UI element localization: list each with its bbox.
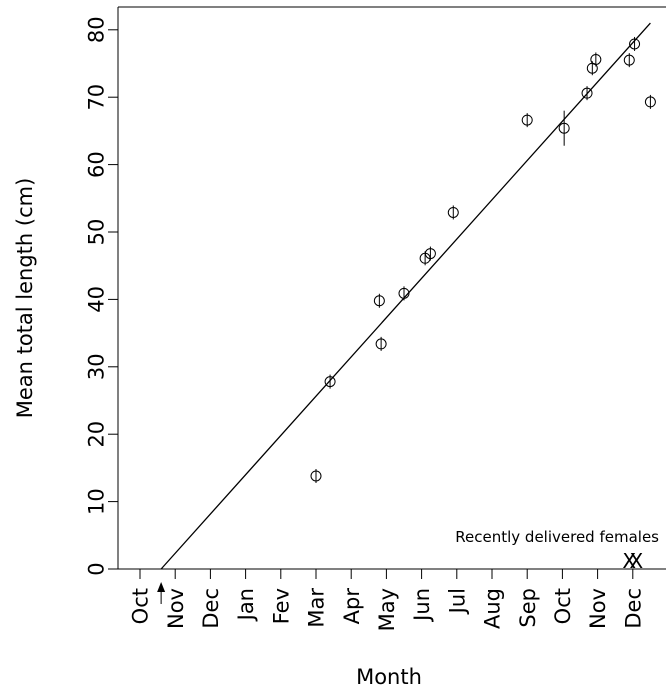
delivered-female-mark: X [629, 549, 643, 573]
data-point [373, 295, 385, 307]
x-tick-label: Nov [586, 588, 610, 629]
data-point [521, 114, 533, 126]
x-tick-label: Dec [199, 588, 223, 629]
x-tick-label: Jun [410, 588, 434, 623]
x-tick-label: Mar [305, 588, 329, 628]
x-tick-label: Nov [164, 588, 188, 629]
x-tick-label: Dec [621, 588, 645, 629]
y-tick-label: 50 [85, 219, 109, 246]
points-layer [310, 36, 656, 483]
data-point [424, 248, 436, 260]
y-tick-label: 0 [85, 562, 109, 575]
data-point [558, 122, 570, 134]
extras-layer: XX [622, 549, 643, 573]
y-tick-label: 80 [85, 16, 109, 43]
x-tick-label: Fev [269, 588, 293, 624]
data-point [581, 87, 593, 99]
y-tick-label: 30 [85, 353, 109, 380]
data-point [644, 96, 656, 108]
data-point [447, 206, 459, 218]
data-point [398, 287, 410, 299]
y-tick-label: 60 [85, 151, 109, 178]
x-tick-label: Jul [445, 588, 469, 615]
delivered-female-mark: X [622, 549, 636, 573]
x-tick-label: Oct [551, 588, 575, 624]
data-point [375, 338, 387, 350]
data-point [590, 53, 602, 65]
x-axis: Oct Nov Dec Jan Fev Mar Apr May Jun Jul Aug Sep Oct N… [129, 569, 645, 631]
data-point [324, 376, 336, 388]
y-tick-label: 20 [85, 421, 109, 448]
x-tick-label: Apr [340, 588, 364, 625]
data-point [623, 54, 635, 66]
recently-delivered-annotation: Recently delivered females [455, 528, 659, 546]
x-axis-title: Month [356, 665, 422, 689]
fit-layer [157, 22, 651, 604]
plot-frame [117, 6, 666, 570]
y-tick-label: 10 [85, 488, 109, 515]
fit-line [160, 22, 651, 570]
x-tick-label: Sep [516, 588, 540, 628]
y-axis-title: Mean total length (cm) [13, 178, 37, 419]
x-tick-label: Oct [129, 588, 153, 624]
data-point [629, 38, 641, 50]
y-tick-label: 40 [85, 286, 109, 313]
x-tick-label: Aug [481, 588, 505, 629]
x-tick-label: Jan [234, 588, 258, 622]
origin-arrow-head [157, 582, 166, 592]
y-tick-label: 70 [85, 84, 109, 111]
data-point [310, 470, 322, 482]
y-axis: 0 10 20 30 40 50 60 70 80 [85, 16, 118, 576]
x-tick-label: May [375, 588, 399, 631]
